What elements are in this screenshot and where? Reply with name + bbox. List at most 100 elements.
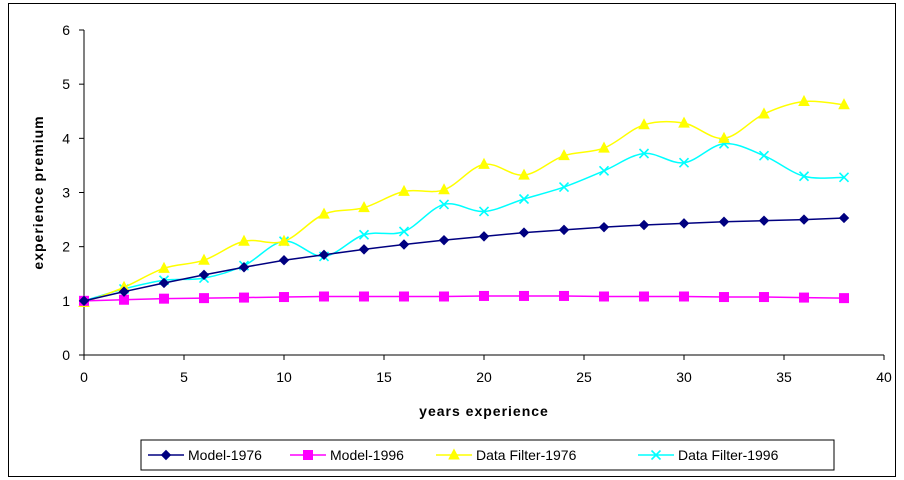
data-point-data-filter-1996	[398, 226, 410, 237]
series-line-data-filter-1996	[83, 142, 845, 302]
data-point-data-filter-1976	[718, 131, 730, 143]
data-point-model-1996	[479, 290, 489, 301]
data-point-model-1976	[358, 244, 370, 255]
data-point-model-1996	[639, 291, 649, 302]
x-tick-label: 20	[476, 369, 492, 385]
data-point-data-filter-1976	[478, 157, 490, 169]
data-point-model-1976	[598, 221, 610, 233]
data-point-model-1976	[798, 214, 810, 225]
legend-marker-data-filter-1976	[448, 448, 460, 460]
series-model-1976	[78, 212, 850, 307]
data-point-data-filter-1996	[518, 193, 530, 205]
data-point-model-1996	[319, 291, 329, 302]
data-point-data-filter-1996	[478, 206, 490, 217]
series-data-filter-1976	[78, 94, 850, 307]
data-point-data-filter-1976	[358, 201, 370, 213]
legend-box	[140, 439, 835, 471]
data-point-model-1976	[558, 224, 570, 236]
data-point-model-1996	[679, 291, 689, 302]
data-point-data-filter-1996	[438, 199, 450, 210]
series-model-1996	[79, 290, 849, 306]
y-tick-label: 4	[62, 130, 70, 146]
data-point-data-filter-1976	[798, 94, 810, 106]
axes: 0 1 2 3 4 5 6 0 5 10 15 20 25 30 35 40	[62, 22, 892, 385]
data-point-model-1996	[159, 293, 169, 304]
data-point-model-1976	[198, 269, 210, 281]
data-point-model-1976	[638, 219, 650, 231]
legend-marker-data-filter-1996	[650, 449, 662, 461]
x-tick-label: 0	[80, 369, 88, 385]
data-point-model-1976	[118, 286, 130, 297]
data-point-model-1976	[838, 212, 850, 224]
data-point-data-filter-1976	[198, 253, 210, 265]
data-point-model-1976	[278, 255, 290, 266]
data-point-model-1976	[398, 239, 410, 250]
legend-item-data-filter-1996: Data Filter-1996	[638, 447, 779, 463]
data-point-data-filter-1976	[438, 183, 450, 195]
series-line-data-filter-1976	[83, 100, 845, 304]
y-tick-label: 1	[62, 293, 70, 309]
data-point-model-1976	[158, 277, 170, 289]
data-point-model-1976	[718, 216, 730, 227]
x-tick-label: 5	[180, 369, 188, 385]
data-point-model-1996	[759, 292, 769, 303]
data-point-model-1996	[519, 290, 529, 301]
legend-marker-model-1976	[160, 449, 172, 461]
y-tick-label: 3	[62, 185, 70, 201]
legend-label: Data Filter-1976	[476, 447, 577, 463]
data-point-data-filter-1976	[158, 261, 170, 273]
data-point-model-1976	[518, 227, 530, 238]
x-tick-label: 40	[876, 369, 892, 385]
data-point-model-1976	[238, 262, 250, 273]
data-point-data-filter-1976	[518, 168, 530, 180]
series-line-model-1976	[83, 217, 845, 302]
data-point-model-1976	[78, 295, 90, 307]
data-point-data-filter-1996	[758, 150, 770, 161]
data-point-model-1996	[599, 291, 609, 302]
legend-item-data-filter-1976: Data Filter-1976	[436, 447, 577, 463]
y-tick-label: 6	[62, 22, 70, 38]
x-tick-label: 15	[376, 369, 392, 385]
data-point-data-filter-1996	[558, 182, 570, 193]
series-data-filter-1996	[78, 138, 850, 306]
data-point-model-1996	[799, 292, 809, 303]
legend-item-model-1996: Model-1996	[290, 447, 404, 463]
y-tick-label: 2	[62, 239, 70, 255]
data-point-model-1976	[758, 215, 770, 226]
x-tick-label: 10	[276, 369, 292, 385]
data-point-model-1996	[719, 292, 729, 303]
series-line-model-1996	[83, 295, 845, 302]
data-point-data-filter-1976	[838, 98, 850, 110]
y-tick-label: 5	[62, 76, 70, 92]
data-point-data-filter-1976	[398, 184, 410, 196]
legend-marker-model-1996	[303, 450, 313, 460]
plot-area	[78, 94, 850, 307]
data-point-data-filter-1976	[598, 141, 610, 153]
y-tick-label: 0	[62, 347, 70, 363]
data-point-model-1996	[399, 291, 409, 302]
x-axis-label: years experience	[419, 403, 549, 419]
data-point-data-filter-1996	[798, 171, 810, 182]
data-point-model-1976	[478, 231, 490, 242]
legend-label: Model-1976	[188, 447, 262, 463]
legend-label: Model-1996	[330, 447, 404, 463]
data-point-model-1996	[559, 290, 569, 301]
data-point-data-filter-1976	[238, 234, 250, 246]
data-point-data-filter-1996	[598, 165, 610, 176]
data-point-data-filter-1976	[278, 234, 290, 246]
y-axis-label: experience premium	[30, 115, 46, 269]
data-point-data-filter-1976	[318, 207, 330, 219]
legend-label: Data Filter-1996	[678, 447, 779, 463]
data-point-model-1996	[239, 292, 249, 303]
data-point-data-filter-1996	[638, 148, 650, 159]
legend-item-model-1976: Model-1976	[148, 447, 262, 463]
data-point-data-filter-1996	[838, 172, 850, 183]
data-point-data-filter-1996	[358, 229, 370, 240]
x-tick-label: 30	[676, 369, 692, 385]
data-point-model-1996	[359, 291, 369, 302]
data-point-data-filter-1996	[678, 157, 690, 168]
data-point-data-filter-1976	[638, 118, 650, 130]
data-point-model-1976	[678, 218, 690, 229]
x-tick-label: 35	[776, 369, 792, 385]
x-tick-label: 25	[576, 369, 592, 385]
